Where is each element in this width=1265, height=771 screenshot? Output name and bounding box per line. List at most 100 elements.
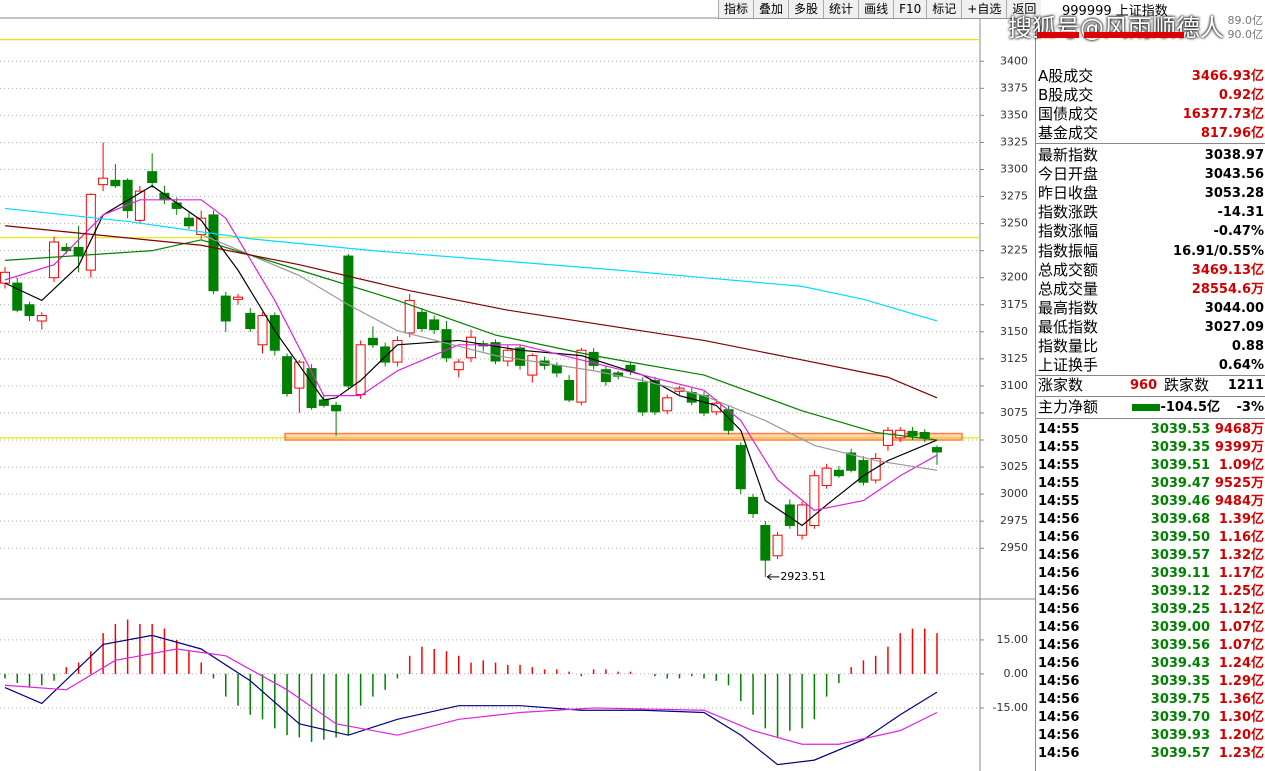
quote-row: 指数涨跌 -14.31 (1038, 203, 1264, 222)
y-tick-label: 3125 (1000, 352, 1028, 365)
tick-row: 14:55 3039.47 9525万 (1038, 475, 1265, 493)
tick-amount: 1.32亿 (1218, 548, 1264, 563)
candle-body (36, 315, 47, 322)
y-tick-label: 3375 (1000, 81, 1028, 94)
tick-price: 3039.51 (1150, 458, 1210, 473)
candle-body (699, 395, 709, 414)
toolbar-button[interactable]: F10 (893, 0, 926, 18)
candle-body (404, 299, 415, 334)
tick-price: 3039.00 (1150, 620, 1210, 635)
tick-price: 3039.50 (1150, 530, 1210, 545)
toolbar-button[interactable]: 叠加 (753, 0, 788, 18)
candle-body (367, 337, 378, 346)
flow-value: -104.5亿 (1160, 400, 1220, 415)
quote-label: 最高指数 (1038, 298, 1099, 317)
candle-body (846, 452, 857, 471)
toolbar-button[interactable]: 画线 (858, 0, 893, 18)
volume-bar (1084, 32, 1184, 38)
y-tick-label: 3300 (1000, 162, 1028, 175)
tick-price: 3039.75 (1150, 692, 1210, 707)
flow-row: 主力净额 -104.5亿 -3% (1038, 398, 1264, 417)
candle-body (564, 380, 575, 401)
tick-time: 14:56 (1038, 710, 1080, 725)
tick-price: 3039.57 (1150, 746, 1210, 761)
tick-price: 3039.25 (1150, 602, 1210, 617)
breadth-value: 1211 (1227, 378, 1264, 393)
quote-label: 指数涨幅 (1038, 222, 1099, 241)
candle-body (919, 431, 930, 439)
scale-label: 89.0亿 (1227, 14, 1264, 27)
y-tick-label: 3000 (1000, 487, 1028, 500)
candle-body (748, 496, 759, 515)
candle-body (466, 336, 476, 359)
quote-value: -0.47% (1213, 224, 1265, 240)
tick-amount: 1.12亿 (1218, 602, 1264, 617)
tick-time: 14:56 (1038, 620, 1080, 635)
indicator-line (4, 199, 938, 511)
candle-body (662, 397, 673, 412)
quote-row: 最高指数 3044.00 (1038, 299, 1264, 318)
tick-amount: 1.07亿 (1218, 638, 1264, 653)
candle-body (907, 430, 918, 437)
candle-body (784, 504, 795, 527)
quote-row: A股成交 3466.93亿 (1038, 67, 1264, 86)
quote-label: 昨日收盘 (1038, 184, 1099, 203)
toolbar-button[interactable]: 指标 (718, 0, 753, 18)
candle-body (61, 246, 72, 252)
quote-value: 3053.28 (1204, 186, 1264, 202)
y-tick-label: 0.00 (1004, 667, 1029, 680)
quote-value: 3027.09 (1204, 319, 1264, 335)
toolbar-button[interactable]: 返回 (1006, 0, 1041, 18)
y-tick-label: 3200 (1000, 271, 1028, 284)
flow-bar (1132, 404, 1160, 411)
tick-row: 14:55 3039.35 9399万 (1038, 439, 1265, 457)
separator (1036, 396, 1265, 397)
breadth-value: 960 (1130, 378, 1158, 393)
toolbar-button[interactable]: 多股 (788, 0, 823, 18)
candle-body (147, 171, 158, 183)
quote-label: 总成交额 (1038, 260, 1099, 279)
quote-value: 3043.56 (1204, 167, 1264, 183)
quote-value: 3038.97 (1204, 148, 1264, 163)
annotation-arrowhead (766, 573, 772, 581)
candle-body (649, 380, 660, 413)
candle-body (576, 349, 587, 403)
y-tick-label: 3325 (1000, 135, 1028, 148)
candle-body (0, 271, 10, 284)
tick-price: 3039.35 (1150, 440, 1210, 455)
toolbar-button[interactable]: 标记 (926, 0, 961, 18)
quote-value: 3044.00 (1204, 300, 1264, 316)
quote-row: 总成交额 3469.13亿 (1038, 261, 1264, 280)
tick-price: 3039.11 (1150, 566, 1210, 581)
candle-body (183, 217, 194, 227)
tick-time: 14:55 (1038, 422, 1080, 437)
indicator-line (4, 207, 938, 322)
quote-label: 最低指数 (1038, 317, 1099, 336)
quote-row: 今日开盘 3043.56 (1038, 165, 1264, 184)
tick-time: 14:55 (1038, 440, 1080, 455)
tick-amount: 1.36亿 (1218, 692, 1264, 707)
tick-time: 14:56 (1038, 512, 1080, 527)
quote-label: 国债成交 (1038, 105, 1099, 123)
tick-row: 14:56 3039.56 1.07亿 (1038, 637, 1265, 655)
tick-amount: 1.17亿 (1218, 566, 1264, 581)
scale-label: 90.0亿 (1227, 28, 1264, 41)
toolbar-button[interactable]: +自选 (961, 0, 1006, 18)
quote-label: 指数振幅 (1038, 241, 1099, 260)
flow-pct: -3% (1236, 400, 1264, 415)
tick-amount: 1.16亿 (1218, 530, 1264, 545)
tick-row: 14:56 3039.68 1.39亿 (1038, 511, 1265, 529)
y-tick-label: 2950 (1000, 541, 1028, 554)
candle-body (735, 444, 746, 490)
quote-value: 0.88 (1231, 339, 1264, 354)
y-tick-label: 2975 (1000, 514, 1028, 527)
quote-panel: A股成交 3466.93亿 B股成交 0.92亿 国债成交 16377.73亿 基金成交 81… (1035, 18, 1265, 771)
candle-body (282, 356, 293, 394)
candle-body (98, 177, 109, 186)
candle-body (527, 355, 538, 376)
y-tick-label: 3050 (1000, 433, 1028, 446)
tick-time: 14:56 (1038, 602, 1080, 617)
toolbar-button[interactable]: 统计 (823, 0, 858, 18)
tick-row: 14:55 3039.51 1.09亿 (1038, 457, 1265, 475)
tick-row: 14:56 3039.75 1.36亿 (1038, 691, 1265, 709)
